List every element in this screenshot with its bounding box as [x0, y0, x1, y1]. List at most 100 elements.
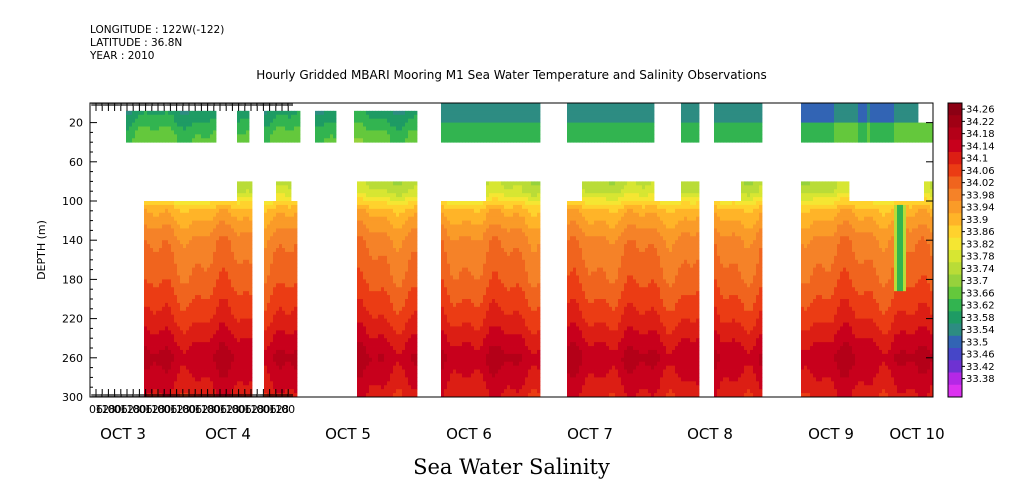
- heatmap-cell: [159, 134, 163, 139]
- heatmap-cell: [159, 295, 163, 300]
- heatmap-cell: [240, 361, 244, 367]
- heatmap-cell: [174, 322, 178, 327]
- heatmap-cell: [459, 122, 463, 127]
- heatmap-cell: [201, 299, 205, 304]
- heatmap-cell: [396, 334, 400, 339]
- heatmap-cell: [465, 346, 469, 351]
- heatmap-cell: [384, 326, 388, 331]
- heatmap-cell: [150, 365, 154, 370]
- heatmap-cell: [282, 240, 286, 245]
- heatmap-cell: [243, 224, 247, 229]
- heatmap-cell: [450, 314, 454, 319]
- heatmap-cell: [222, 346, 226, 351]
- heatmap-cell: [240, 220, 244, 225]
- heatmap-cell: [135, 134, 139, 139]
- heatmap-cell: [378, 318, 382, 323]
- heatmap-cell: [153, 228, 157, 233]
- heatmap-cell: [270, 114, 274, 120]
- heatmap-cell: [282, 122, 286, 127]
- heatmap-cell: [165, 122, 169, 127]
- heatmap-cell: [381, 130, 385, 135]
- heatmap-cell: [462, 377, 466, 382]
- heatmap-cell: [240, 283, 244, 288]
- heatmap-cell: [441, 267, 445, 272]
- heatmap-cell: [270, 228, 274, 233]
- heatmap-cell: [483, 393, 487, 397]
- heatmap-cell: [189, 389, 193, 394]
- heatmap-cell: [180, 216, 184, 221]
- heatmap-cell: [282, 295, 286, 300]
- heatmap-cell: [483, 365, 487, 370]
- heatmap-cell: [171, 275, 175, 280]
- heatmap-cell: [288, 134, 292, 139]
- heatmap-cell: [219, 251, 223, 257]
- heatmap-cell: [165, 244, 169, 249]
- heatmap-cell: [162, 130, 166, 135]
- heatmap-cell: [180, 138, 184, 143]
- heatmap-cell: [399, 361, 403, 367]
- heatmap-cell: [210, 232, 214, 237]
- heatmap-cell: [444, 236, 448, 241]
- heatmap-cell: [414, 255, 418, 261]
- heatmap-cell: [477, 255, 481, 261]
- heatmap-cell: [204, 232, 208, 237]
- heatmap-cell: [459, 310, 463, 316]
- heatmap-cell: [144, 306, 148, 312]
- heatmap-cell: [207, 232, 211, 237]
- heatmap-cell: [153, 334, 157, 339]
- heatmap-cell: [462, 287, 466, 292]
- heatmap-cell: [171, 365, 175, 370]
- heatmap-cell: [357, 377, 361, 382]
- heatmap-cell: [282, 220, 286, 225]
- heatmap-cell: [174, 138, 178, 143]
- heatmap-cell: [273, 279, 277, 284]
- heatmap-cell: [189, 330, 193, 335]
- heatmap-cell: [204, 216, 208, 221]
- heatmap-cell: [240, 251, 244, 257]
- heatmap-cell: [162, 361, 166, 367]
- heatmap-cell: [264, 314, 268, 319]
- heatmap-cell: [210, 346, 214, 351]
- heatmap-cell: [210, 248, 214, 253]
- heatmap-cell: [294, 330, 298, 335]
- heatmap-cell: [270, 287, 274, 292]
- heatmap-cell: [471, 330, 475, 335]
- heatmap-cell: [459, 314, 463, 319]
- heatmap-cell: [216, 385, 220, 390]
- heatmap-cell: [363, 353, 367, 359]
- heatmap-cell: [369, 110, 373, 116]
- heatmap-cell: [180, 299, 184, 304]
- heatmap-cell: [237, 353, 241, 359]
- heatmap-cell: [243, 118, 247, 123]
- heatmap-cell: [399, 263, 403, 269]
- heatmap-cell: [150, 322, 154, 327]
- heatmap-cell: [366, 197, 370, 202]
- heatmap-cell: [153, 114, 157, 120]
- heatmap-cell: [162, 208, 166, 214]
- heatmap-cell: [159, 201, 163, 206]
- heatmap-cell: [168, 224, 172, 229]
- heatmap-cell: [210, 263, 214, 269]
- heatmap-cell: [234, 275, 238, 280]
- heatmap-cell: [363, 236, 367, 241]
- heatmap-cell: [372, 322, 376, 327]
- heatmap-cell: [183, 299, 187, 304]
- heatmap-cell: [408, 193, 412, 198]
- heatmap-cell: [237, 118, 241, 123]
- heatmap-cell: [387, 365, 391, 370]
- heatmap-cell: [360, 193, 364, 198]
- heatmap-cell: [399, 181, 403, 186]
- heatmap-cell: [387, 330, 391, 335]
- heatmap-cell: [294, 306, 298, 312]
- heatmap-cell: [177, 208, 181, 214]
- heatmap-cell: [396, 357, 400, 363]
- heatmap-cell: [450, 342, 454, 347]
- heatmap-cell: [228, 279, 232, 284]
- heatmap-cell: [150, 334, 154, 339]
- heatmap-cell: [477, 377, 481, 382]
- heatmap-cell: [291, 361, 295, 367]
- heatmap-cell: [447, 349, 451, 355]
- heatmap-cell: [213, 322, 217, 327]
- heatmap-cell: [384, 330, 388, 335]
- heatmap-cell: [477, 228, 481, 233]
